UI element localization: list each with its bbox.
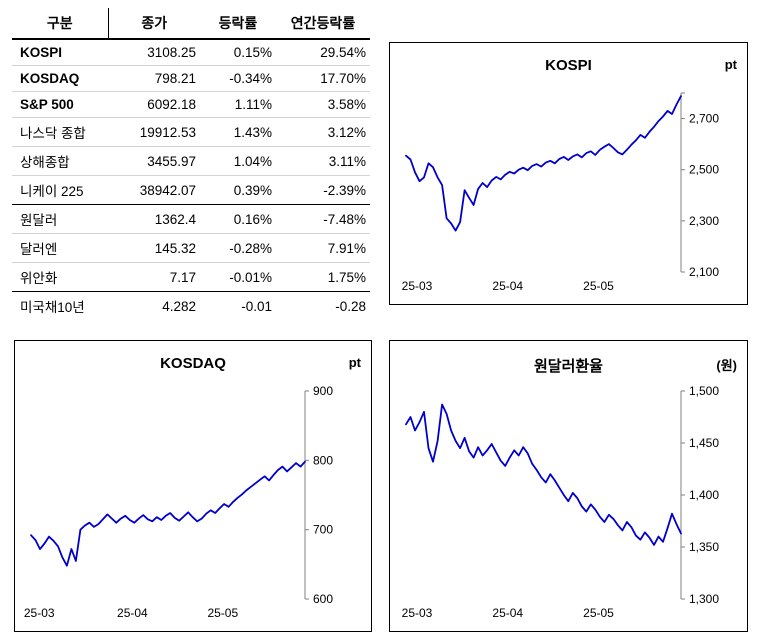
- row-ytd: -0.28: [335, 298, 366, 314]
- x-tick-label: 25-05: [583, 606, 614, 620]
- row-ytd: -2.39%: [276, 175, 370, 205]
- row-ytd: 29.54%: [276, 39, 370, 66]
- x-tick-label: 25-03: [402, 606, 433, 620]
- y-tick-label: 1,400: [689, 488, 719, 502]
- x-tick-label: 25-04: [492, 279, 523, 293]
- row-ytd: 1.75%: [276, 262, 370, 292]
- kospi-chart-title: KOSPI: [545, 57, 592, 74]
- row-change: 1.11%: [200, 91, 276, 118]
- row-ytd: 3.12%: [276, 117, 370, 147]
- table-row: KOSPI 3108.25 0.15% 29.54%: [12, 39, 370, 66]
- market-table-body: KOSPI 3108.25 0.15% 29.54% KOSDAQ 798.21 -0.34…: [12, 39, 370, 320]
- row-close: 4.282: [162, 298, 196, 314]
- table-row: 위안화 7.17 -0.01% 1.75%: [12, 262, 370, 292]
- market-table: 구분 종가 등락률 연간등락률 KOSPI 3108.25 0.15% 29.54% K…: [12, 8, 370, 320]
- table-row: 나스닥 종합 19912.53 1.43% 3.12%: [12, 117, 370, 147]
- row-close: 6092.18: [108, 91, 200, 118]
- row-label: 달러엔: [12, 233, 108, 263]
- row-change: 1.43%: [200, 117, 276, 147]
- row-label: 상해종합: [12, 146, 108, 176]
- row-close: 1362.4: [108, 204, 200, 234]
- kosdaq-chart: 600 700 800 900 25-03 25-04 25-05: [24, 384, 333, 620]
- kospi-chart-panel: KOSPI pt 2,100 2,300 2,500 2,700 25-03 25-04 2…: [389, 42, 748, 305]
- row-change: -0.01%: [200, 262, 276, 292]
- row-label: 위안화: [12, 262, 108, 292]
- x-tick-label: 25-05: [207, 606, 238, 620]
- won-dollar-chart: 1,300 1,350 1,400 1,450 1,500 25-03 25-04 25-05: [402, 384, 720, 620]
- kosdaq-chart-title: KOSDAQ: [160, 355, 226, 372]
- table-row: 니케이 225 38942.07 0.39% -2.39%: [12, 175, 370, 205]
- row-close: 3455.97: [108, 146, 200, 176]
- y-tick-label: 600: [313, 592, 333, 606]
- x-tick-label: 25-03: [402, 279, 433, 293]
- table-row: S&P 500 6092.18 1.11% 3.58%: [12, 91, 370, 118]
- header-close: 종가: [108, 8, 200, 40]
- x-tick-label: 25-05: [583, 279, 614, 293]
- y-tick-label: 700: [313, 523, 333, 537]
- row-change: 0.39%: [200, 175, 276, 205]
- row-close: 798.21: [108, 65, 200, 92]
- y-tick-label: 1,450: [689, 436, 719, 450]
- kosdaq-chart-panel: KOSDAQ pt 600 700 800 900 25-03 25-04 25-05: [14, 340, 372, 632]
- row-ytd: 3.58%: [276, 91, 370, 118]
- row-change: -0.01: [241, 298, 272, 314]
- row-label: KOSDAQ: [12, 65, 108, 92]
- y-tick-label: 2,300: [689, 214, 719, 228]
- row-close: 38942.07: [108, 175, 200, 205]
- x-tick-label: 25-04: [117, 606, 148, 620]
- row-label: KOSPI: [12, 39, 108, 66]
- y-tick-label: 1,300: [689, 592, 719, 606]
- row-label: S&P 500: [12, 91, 108, 118]
- row-label: 니케이 225: [12, 175, 108, 205]
- kospi-chart-unit: pt: [724, 57, 737, 72]
- row-close: 3108.25: [108, 39, 200, 66]
- table-header-row: 구분 종가 등락률 연간등락률: [12, 8, 370, 40]
- row-label: 원달러: [12, 204, 108, 234]
- row-change: 0.15%: [200, 39, 276, 66]
- row-change: -0.28%: [200, 233, 276, 263]
- y-tick-label: 2,100: [689, 265, 719, 279]
- table-row: 상해종합 3455.97 1.04% 3.11%: [12, 146, 370, 176]
- row-change: 1.04%: [200, 146, 276, 176]
- header-change: 등락률: [200, 8, 276, 40]
- won-dollar-chart-panel: 원달러환율 (원) 1,300 1,350 1,400 1,450 1,500 25-03…: [389, 340, 748, 632]
- y-tick-label: 900: [313, 384, 333, 398]
- x-tick-label: 25-04: [492, 606, 523, 620]
- table-row: 달러엔 145.32 -0.28% 7.91%: [12, 233, 370, 263]
- market-table-container: 구분 종가 등락률 연간등락률 KOSPI 3108.25 0.15% 29.54% K…: [12, 8, 370, 320]
- price-line: [30, 460, 306, 567]
- row-change: 0.16%: [200, 204, 276, 234]
- row-close: 19912.53: [108, 117, 200, 147]
- y-tick-label: 2,700: [689, 112, 719, 126]
- won-dollar-chart-title: 원달러환율: [533, 358, 603, 375]
- row-ytd: 3.11%: [276, 146, 370, 176]
- table-row: KOSDAQ 798.21 -0.34% 17.70%: [12, 65, 370, 92]
- header-category: 구분: [12, 8, 109, 40]
- won-dollar-chart-unit: (원): [716, 358, 737, 373]
- row-change: -0.34%: [200, 65, 276, 92]
- row-ytd: 17.70%: [276, 65, 370, 92]
- row-close: 7.17: [108, 262, 200, 292]
- table-row: 미국채10년 4.282 -0.01 -0.28: [12, 292, 370, 321]
- y-tick-label: 800: [313, 453, 333, 467]
- row-label: 미국채10년: [20, 300, 85, 315]
- y-tick-label: 1,500: [689, 384, 719, 398]
- kospi-chart: 2,100 2,300 2,500 2,700 25-03 25-04 25-05: [402, 92, 719, 293]
- row-ytd: -7.48%: [276, 204, 370, 234]
- x-tick-label: 25-03: [24, 606, 55, 620]
- price-line: [405, 403, 682, 546]
- kosdaq-chart-unit: pt: [348, 355, 361, 370]
- row-close: 145.32: [108, 233, 200, 263]
- row-ytd: 7.91%: [276, 233, 370, 263]
- header-ytd-change: 연간등락률: [276, 8, 370, 40]
- row-label: 나스닥 종합: [12, 117, 108, 147]
- y-tick-label: 1,350: [689, 540, 719, 554]
- table-row: 원달러 1362.4 0.16% -7.48%: [12, 204, 370, 234]
- y-tick-label: 2,500: [689, 163, 719, 177]
- price-line: [405, 95, 682, 232]
